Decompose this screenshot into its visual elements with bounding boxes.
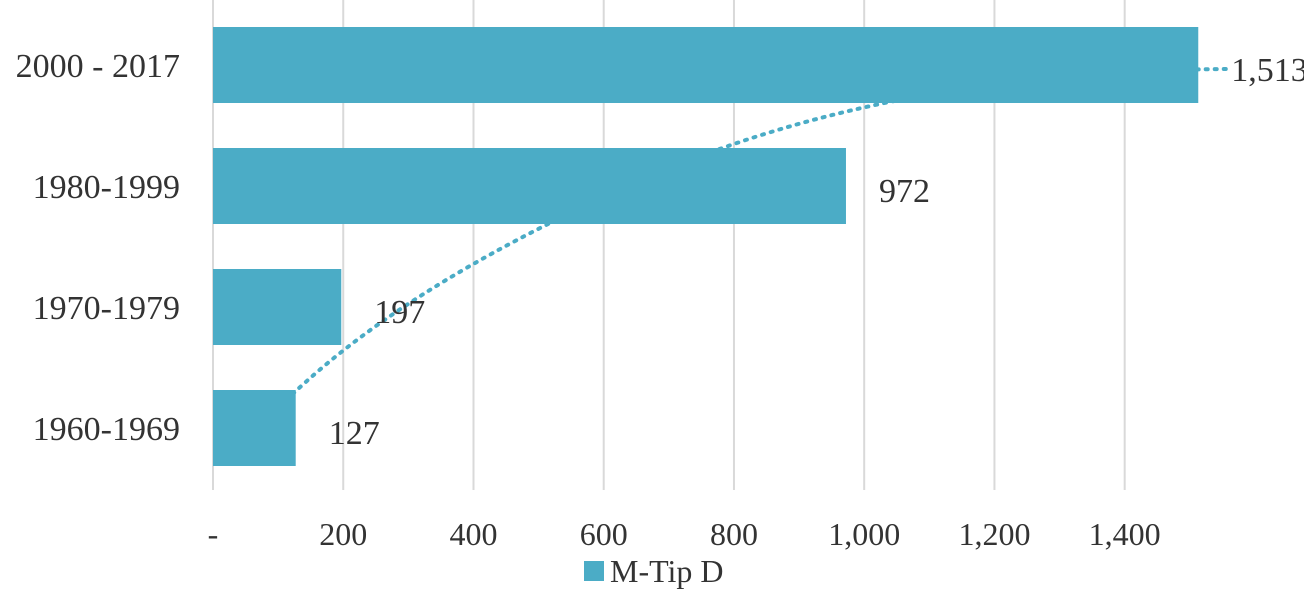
bar xyxy=(213,269,342,345)
data-label: 1,513 xyxy=(1231,52,1304,89)
legend-swatch xyxy=(584,561,604,581)
trendline-group xyxy=(290,67,1231,396)
bars xyxy=(213,27,1199,466)
legend: M-Tip D xyxy=(584,553,724,589)
category-label: 1980-1999 xyxy=(33,169,180,206)
x-tick-label: 1,400 xyxy=(1089,516,1161,552)
bar xyxy=(213,148,846,224)
x-tick-label: 200 xyxy=(319,516,367,552)
bar xyxy=(213,27,1199,103)
x-tick-label: 1,000 xyxy=(828,516,900,552)
x-tick-labels: - 200 400 600 800 1,000 1,200 1,400 xyxy=(208,516,1161,552)
data-label: 127 xyxy=(329,415,380,452)
bar xyxy=(213,390,296,466)
category-labels: 1960-1969 1970-1979 1980-1999 2000 - 2017 xyxy=(16,48,180,448)
x-tick-label: 400 xyxy=(449,516,497,552)
data-label: 972 xyxy=(879,173,930,210)
category-label: 2000 - 2017 xyxy=(16,48,180,85)
category-label: 1970-1979 xyxy=(33,290,180,327)
trendline xyxy=(290,67,1231,396)
data-labels: 127 197 972 1,513 xyxy=(329,52,1304,452)
x-tick-label: 600 xyxy=(580,516,628,552)
data-label: 197 xyxy=(374,294,425,331)
x-tick-label: - xyxy=(208,516,219,552)
x-tick-label: 800 xyxy=(710,516,758,552)
legend-label: M-Tip D xyxy=(610,553,724,589)
x-tick-label: 1,200 xyxy=(958,516,1030,552)
category-label: 1960-1969 xyxy=(33,411,180,448)
